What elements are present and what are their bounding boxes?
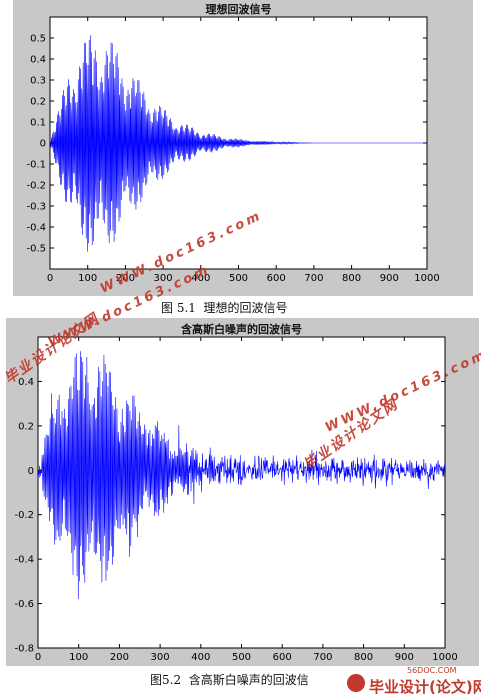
x-tick-label: 500 bbox=[232, 652, 251, 663]
x-tick-label: 700 bbox=[313, 652, 332, 663]
x-tick-label: 500 bbox=[229, 273, 248, 284]
y-tick-label: -0.8 bbox=[14, 644, 34, 655]
y-tick-label: -0.4 bbox=[26, 223, 46, 234]
signal-line bbox=[37, 351, 446, 600]
y-tick-label: 0 bbox=[40, 139, 46, 150]
x-tick-label: 600 bbox=[273, 652, 292, 663]
y-tick-label: 0.3 bbox=[30, 76, 46, 87]
figure-caption-2: 图5.2 含高斯白噪声的回波信 bbox=[150, 673, 309, 687]
x-tick-label: 900 bbox=[395, 652, 414, 663]
figure-caption-1: 图 5.1 理想的回波信号 bbox=[161, 301, 288, 315]
y-tick-label: 0 bbox=[28, 466, 34, 477]
x-tick-label: 400 bbox=[191, 652, 210, 663]
footer-logo-sub: 56DOC.COM bbox=[407, 666, 457, 675]
x-tick-label: 100 bbox=[78, 273, 97, 284]
figure-panel-2: 含高斯白噪声的回波信号 0 100 200 300 400 500 600 700 800 900 1… bbox=[6, 318, 479, 666]
y-tick-label: 0.5 bbox=[30, 34, 46, 45]
x-tick-label: 300 bbox=[154, 273, 173, 284]
x-tick-label: 900 bbox=[380, 273, 399, 284]
footer-logo: 56DOC.COM 毕业设计(论文)网 bbox=[345, 666, 481, 696]
y-tick-label: -0.3 bbox=[26, 202, 46, 213]
y-tick-label: -0.4 bbox=[14, 555, 34, 566]
chart-title: 理想回波信号 bbox=[206, 2, 272, 16]
x-tick-label: 800 bbox=[342, 273, 361, 284]
y-tick-label: 0.2 bbox=[18, 421, 34, 432]
chart-title: 含高斯白噪声的回波信号 bbox=[180, 322, 302, 336]
y-tick-label: 0.1 bbox=[30, 118, 46, 129]
y-tick-label: -0.5 bbox=[26, 244, 46, 255]
x-tick-label: 800 bbox=[354, 652, 373, 663]
chart-noisy-echo: 含高斯白噪声的回波信号 0 100 200 300 400 500 600 700 800 900 1… bbox=[14, 322, 457, 663]
y-tick-label: -0.6 bbox=[14, 599, 34, 610]
x-tick-label: 200 bbox=[116, 273, 135, 284]
y-tick-label: 0.4 bbox=[18, 377, 34, 388]
figure-panel-1: 理想回波信号 0 100 200 300 400 500 600 700 800 900 1000 -0… bbox=[13, 0, 473, 296]
y-tick-label: 0.4 bbox=[30, 55, 46, 66]
logo-mark-icon bbox=[347, 674, 365, 692]
signal-line bbox=[49, 35, 427, 252]
x-tick-label: 1000 bbox=[432, 652, 457, 663]
footer-logo-main: 毕业设计(论文)网 bbox=[369, 678, 481, 696]
x-tick-label: 0 bbox=[35, 652, 41, 663]
x-tick-label: 200 bbox=[110, 652, 129, 663]
x-tick-label: 100 bbox=[69, 652, 88, 663]
chart-ideal-echo: 理想回波信号 0 100 200 300 400 500 600 700 800 900 1000 -0… bbox=[26, 2, 439, 284]
x-tick-label: 300 bbox=[151, 652, 170, 663]
y-tick-label: -0.2 bbox=[14, 510, 34, 521]
y-tick-label: -0.1 bbox=[26, 160, 46, 171]
y-tick-label: 0.2 bbox=[30, 97, 46, 108]
x-tick-label: 700 bbox=[304, 273, 323, 284]
x-tick-label: 1000 bbox=[414, 273, 439, 284]
y-tick-label: -0.2 bbox=[26, 181, 46, 192]
x-tick-label: 0 bbox=[47, 273, 53, 284]
x-tick-label: 600 bbox=[267, 273, 286, 284]
x-tick-label: 400 bbox=[191, 273, 210, 284]
